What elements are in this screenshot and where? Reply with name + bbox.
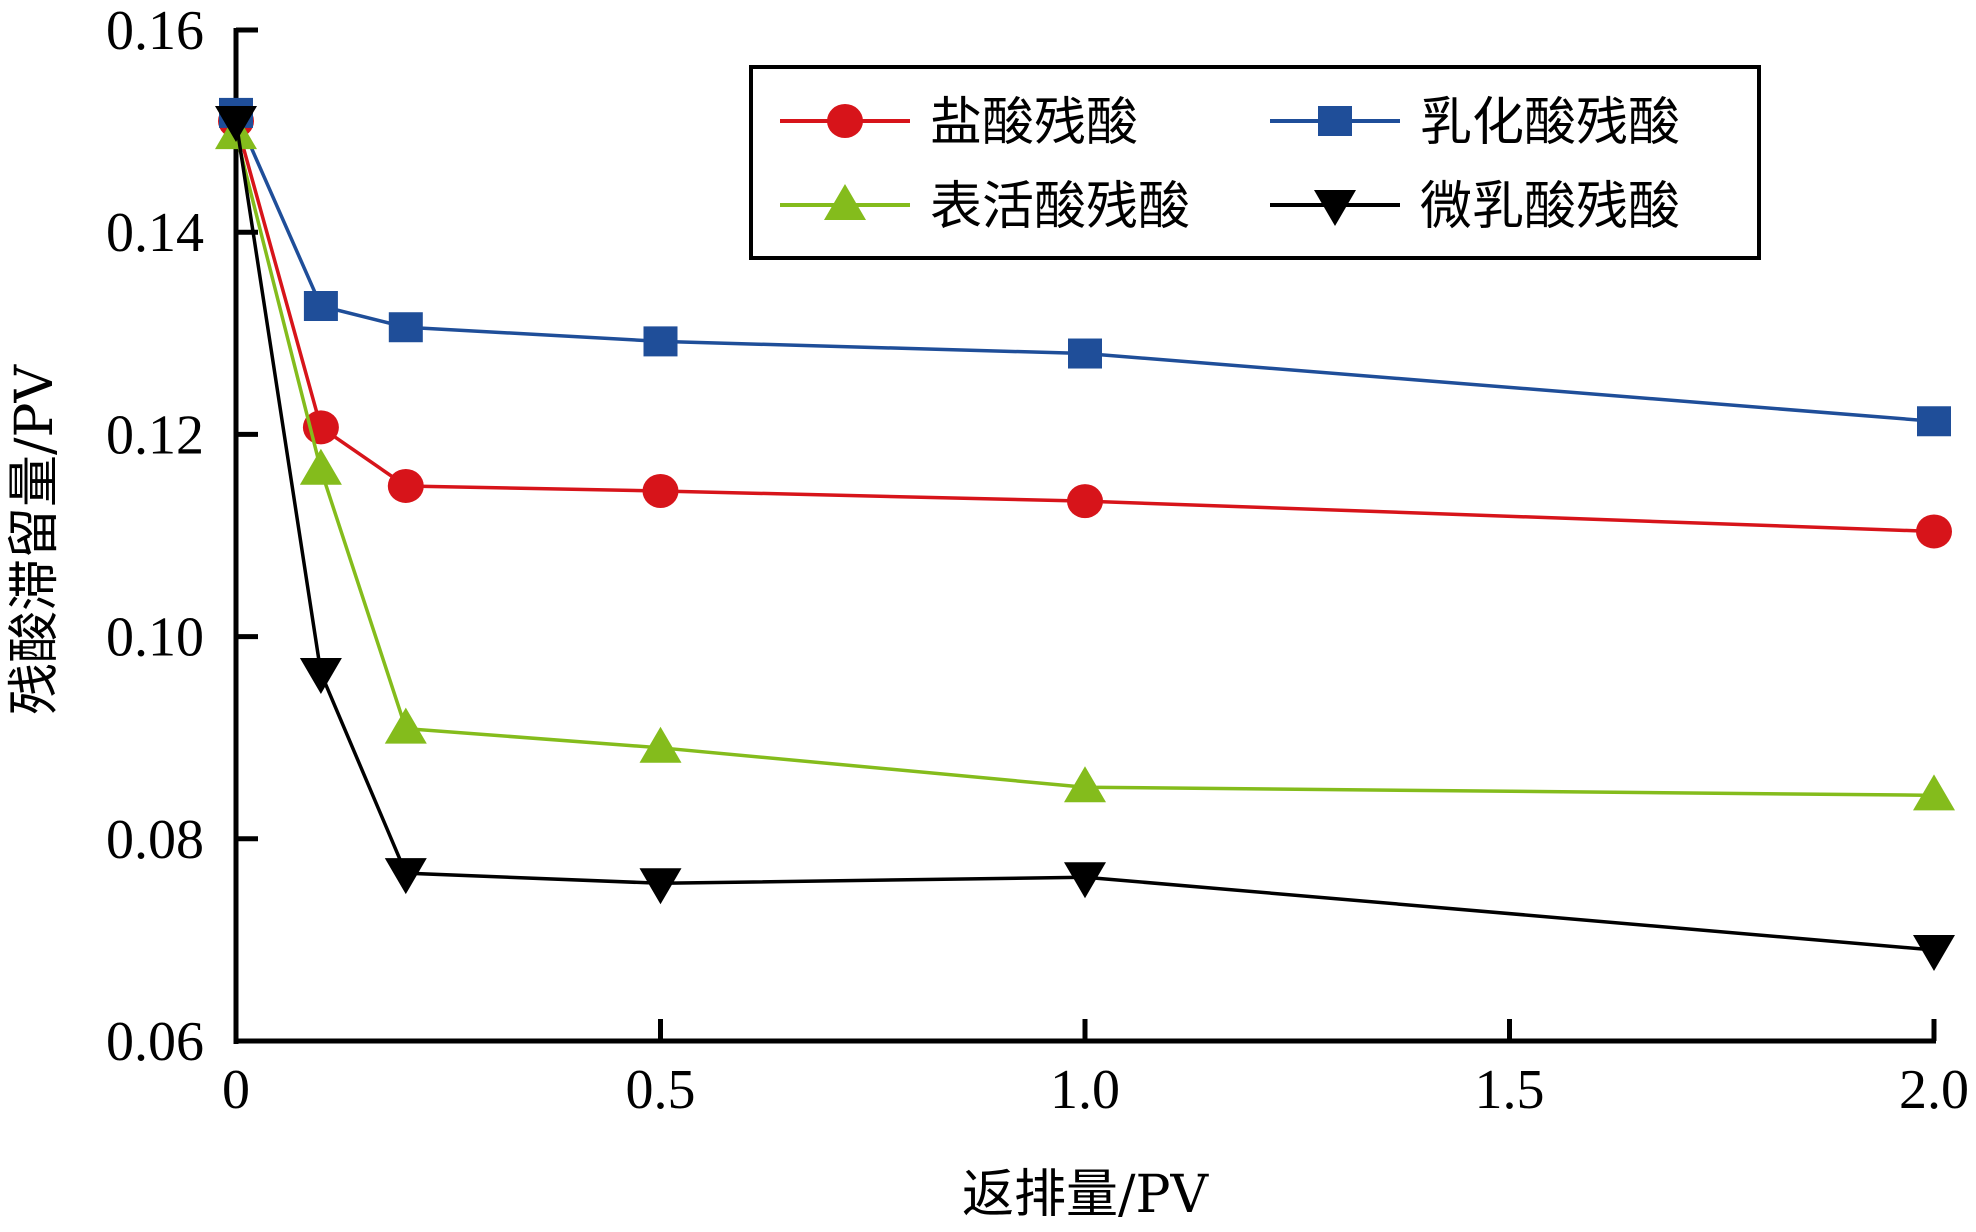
data-point — [1064, 862, 1106, 899]
y-tick-label: 0.16 — [106, 0, 204, 62]
series-line — [234, 133, 1935, 798]
data-point — [1064, 766, 1106, 803]
data-point — [388, 312, 423, 343]
y-tick-label: 0.14 — [106, 202, 204, 264]
data-point — [1917, 406, 1951, 437]
data-point — [299, 657, 342, 694]
legend-marker — [827, 104, 863, 138]
legend-item: 乳化酸残酸 — [1270, 93, 1680, 153]
data-point — [299, 448, 342, 485]
legend-label: 盐酸残酸 — [930, 93, 1138, 153]
series-2 — [219, 97, 1951, 437]
legend-item: 表活酸残酸 — [780, 177, 1190, 237]
data-point — [215, 105, 257, 142]
data-point — [639, 868, 682, 905]
y-tick-label: 0.06 — [106, 1011, 204, 1073]
series-line — [234, 112, 1935, 424]
data-point — [387, 468, 424, 503]
data-point — [1068, 338, 1102, 369]
legend-marker — [824, 184, 866, 220]
series-3 — [215, 113, 1955, 811]
legend-item: 盐酸残酸 — [780, 93, 1138, 153]
series-line — [234, 120, 1935, 534]
data-point — [1916, 514, 1952, 549]
legend-label: 表活酸残酸 — [930, 177, 1190, 237]
x-tick-label: 1.0 — [1050, 1059, 1120, 1121]
series-layer — [215, 97, 1955, 972]
series-4 — [215, 105, 1955, 972]
y-tick-label: 0.08 — [106, 809, 204, 871]
data-point — [1067, 484, 1103, 519]
data-point — [1913, 774, 1955, 811]
data-point — [384, 858, 427, 895]
legend-box — [749, 65, 1761, 260]
data-point — [643, 326, 678, 357]
legend-marker — [1318, 106, 1352, 136]
legend-marker — [1314, 190, 1356, 226]
legend-item: 微乳酸残酸 — [1270, 177, 1680, 237]
y-tick-label: 0.10 — [106, 607, 204, 669]
legend-label: 乳化酸残酸 — [1420, 93, 1680, 153]
data-point — [384, 707, 427, 744]
x-tick-label: 1.5 — [1475, 1059, 1545, 1121]
data-point — [642, 474, 679, 509]
series-line — [234, 120, 1935, 952]
axes: 0.06 0.08 0.10 0.12 0.14 0.16 0 0.5 1.0 1.5 2.0 — [106, 0, 1969, 1121]
x-tick-label: 2.0 — [1899, 1059, 1969, 1121]
data-point — [303, 291, 338, 322]
x-axis-title: 返排量/PV — [962, 1165, 1210, 1225]
data-point — [1913, 935, 1955, 972]
y-tick-label: 0.12 — [106, 404, 204, 466]
x-tick-label: 0.5 — [626, 1059, 696, 1121]
legend-label: 微乳酸残酸 — [1420, 177, 1680, 237]
y-axis-title: 残酸滞留量/PV — [5, 364, 65, 716]
x-tick-label: 0 — [222, 1059, 250, 1121]
data-point — [639, 726, 682, 763]
